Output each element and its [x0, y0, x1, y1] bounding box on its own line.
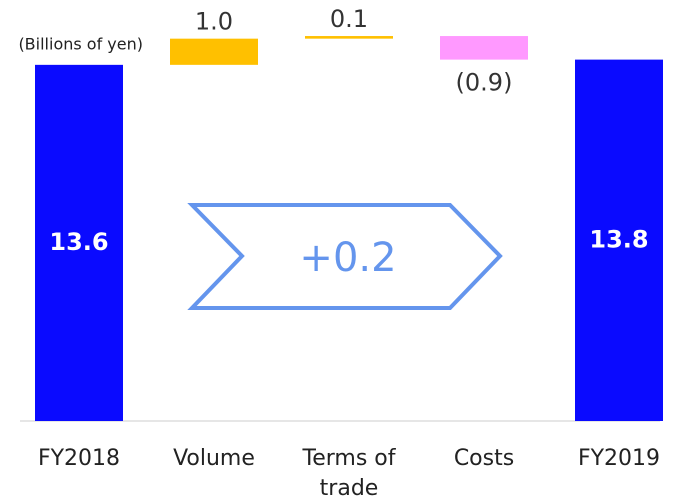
x-tick-label: FY2018: [37, 446, 121, 471]
bar: [440, 36, 528, 60]
x-tick-label: Costs: [453, 446, 515, 471]
x-tick-label: Volume: [173, 446, 255, 471]
bar: [305, 36, 393, 39]
x-tick-label: FY2019: [577, 446, 661, 471]
value-label: 13.6: [49, 228, 108, 256]
value-label: 1.0: [195, 8, 233, 36]
value-label: 0.1: [330, 5, 368, 33]
x-tick-label: Terms of trade: [302, 446, 396, 501]
annotation: +0.2: [299, 235, 396, 281]
value-label: (0.9): [456, 69, 513, 97]
bar: [170, 38, 258, 65]
bar: [35, 64, 123, 421]
arrow: [187, 203, 503, 310]
unit-label: (Billions of yen): [18, 35, 143, 54]
value-label: 13.8: [589, 225, 648, 253]
bar: [575, 59, 663, 422]
